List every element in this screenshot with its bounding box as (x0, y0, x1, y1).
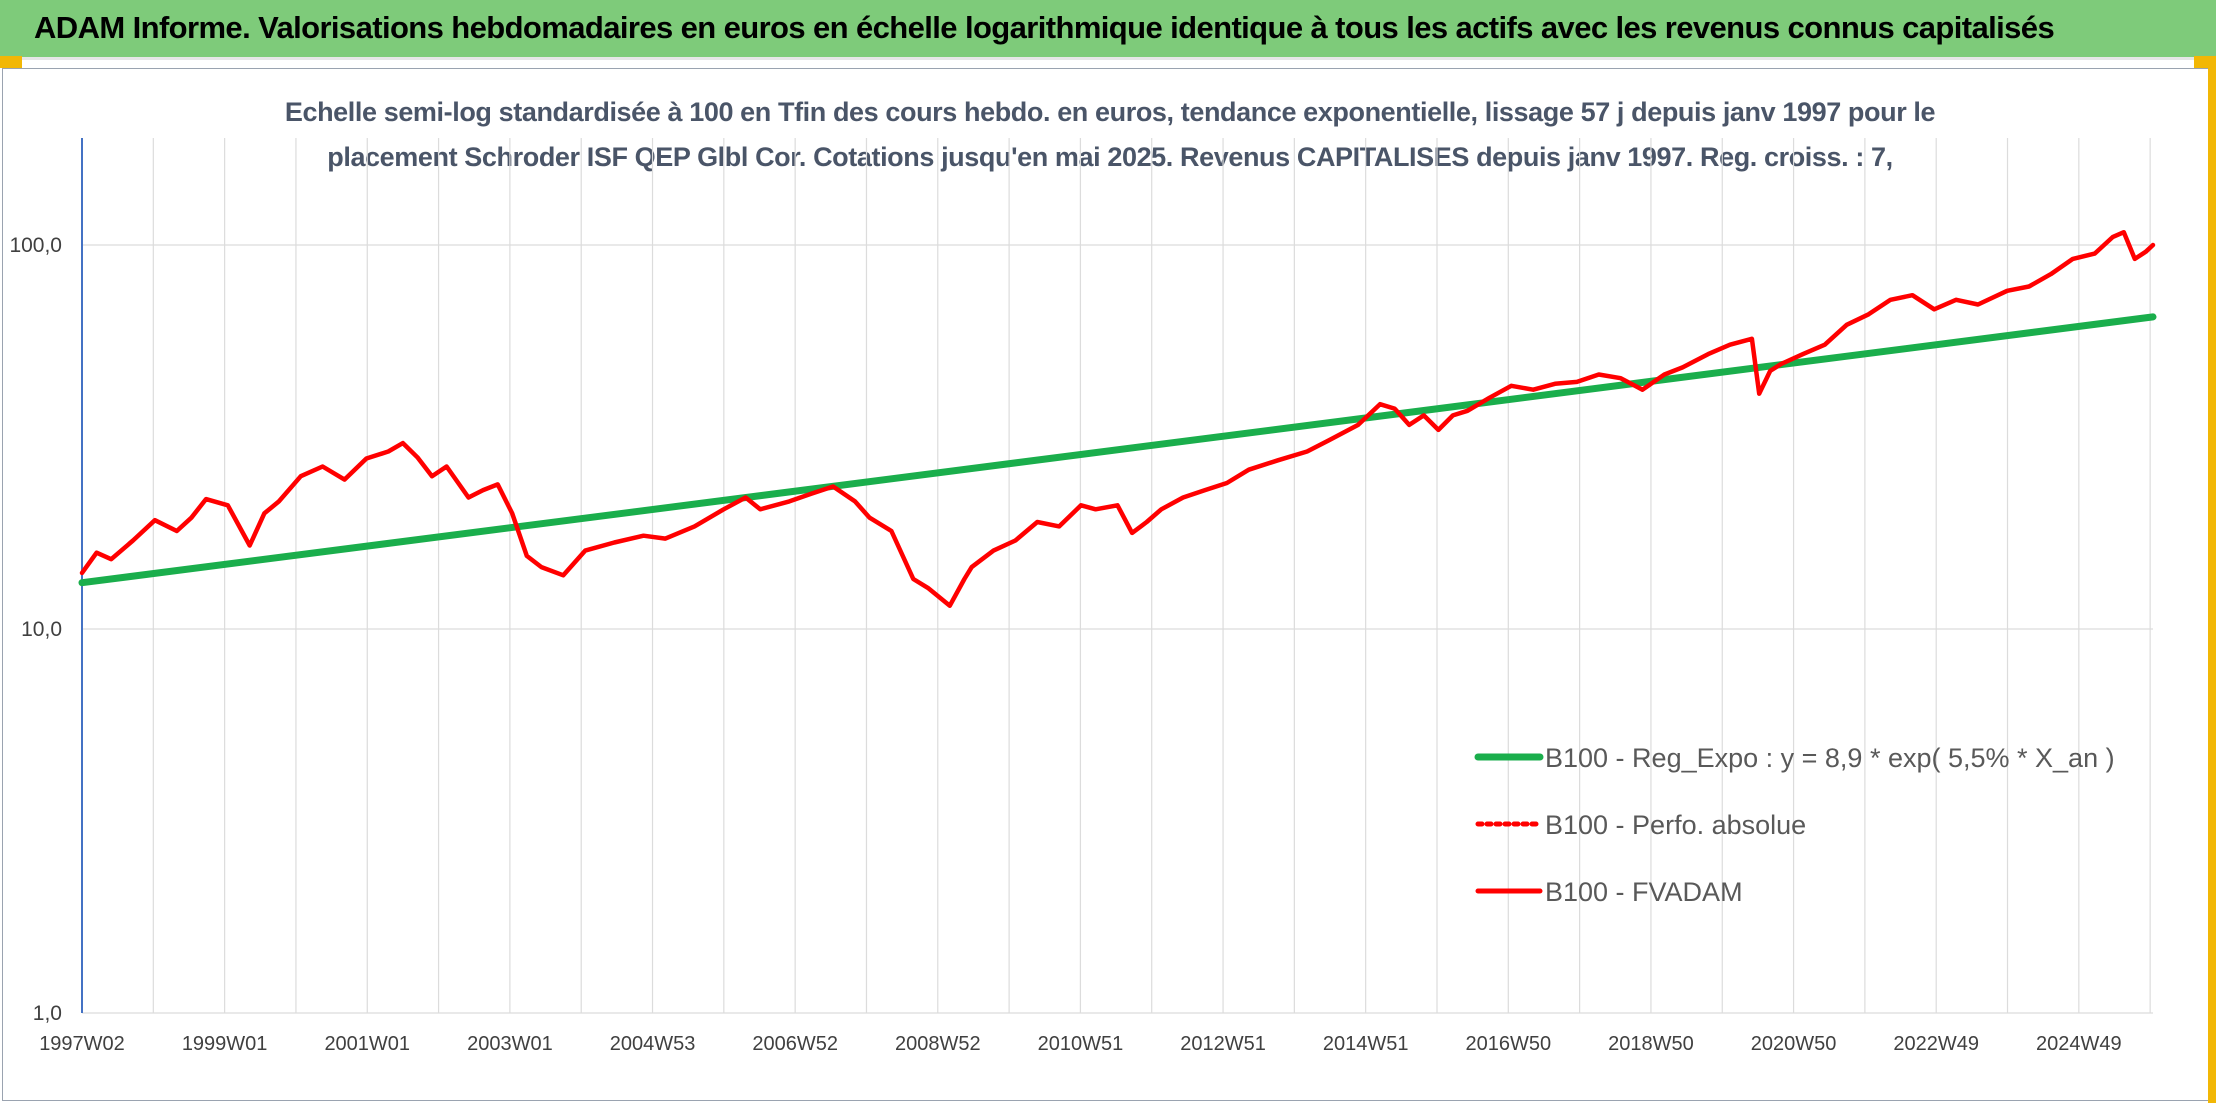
x-tick-label: 2012W51 (1180, 1033, 1266, 1055)
legend-label-2: B100 - Perfo. absolue (1545, 810, 1806, 840)
x-tick-label: 2014W51 (1323, 1033, 1409, 1055)
x-tick-label: 2010W51 (1038, 1033, 1124, 1055)
x-tick-label: 1997W02 (39, 1033, 125, 1055)
report-banner: ADAM Informe. Valorisations hebdomadaire… (0, 0, 2216, 60)
x-tick-label: 2022W49 (1893, 1033, 1979, 1055)
chart-title-line-1: Echelle semi-log standardisée à 100 en T… (284, 97, 1936, 127)
x-tick-label: 2003W01 (467, 1033, 553, 1055)
chart-title-line-2: placement Schroder ISF QEP Glbl Cor. Cot… (327, 142, 1893, 172)
x-tick-label: 2016W50 (1465, 1033, 1551, 1055)
x-tick-label: 2006W52 (752, 1033, 838, 1055)
frame-accent-strip (2208, 68, 2216, 1103)
x-tick-label: 2018W50 (1608, 1033, 1694, 1055)
x-tick-label: 2020W50 (1751, 1033, 1837, 1055)
legend-label-1: B100 - Reg_Expo : y = 8,9 * exp( 5,5% * … (1545, 743, 2115, 773)
x-tick-label: 2024W49 (2036, 1033, 2122, 1055)
x-tick-label: 2004W53 (610, 1033, 696, 1055)
x-tick-label: 2001W01 (324, 1033, 410, 1055)
report-title: ADAM Informe. Valorisations hebdomadaire… (34, 10, 2055, 45)
y-tick-label: 1,0 (33, 1002, 62, 1025)
chart-grid (81, 138, 2153, 1014)
series-line-1 (78, 313, 2157, 587)
legend-label-3: B100 - FVADAM (1545, 877, 1743, 907)
corner-marker-left (0, 56, 22, 68)
chart-series (78, 229, 2157, 608)
x-tick-label: 2008W52 (895, 1033, 981, 1055)
corner-marker-right (2194, 56, 2216, 68)
series-line-3 (79, 229, 2156, 608)
chart-legend: B100 - Reg_Expo : y = 8,9 * exp( 5,5% * … (1474, 743, 2115, 907)
chart-axes: 1,0 10,0 100,0 1997W02 1999W01 2001W01 2003W01… (9, 138, 2122, 1055)
x-tick-label: 1999W01 (182, 1033, 268, 1055)
y-tick-label: 100,0 (9, 234, 62, 257)
y-tick-label: 10,0 (21, 618, 62, 641)
